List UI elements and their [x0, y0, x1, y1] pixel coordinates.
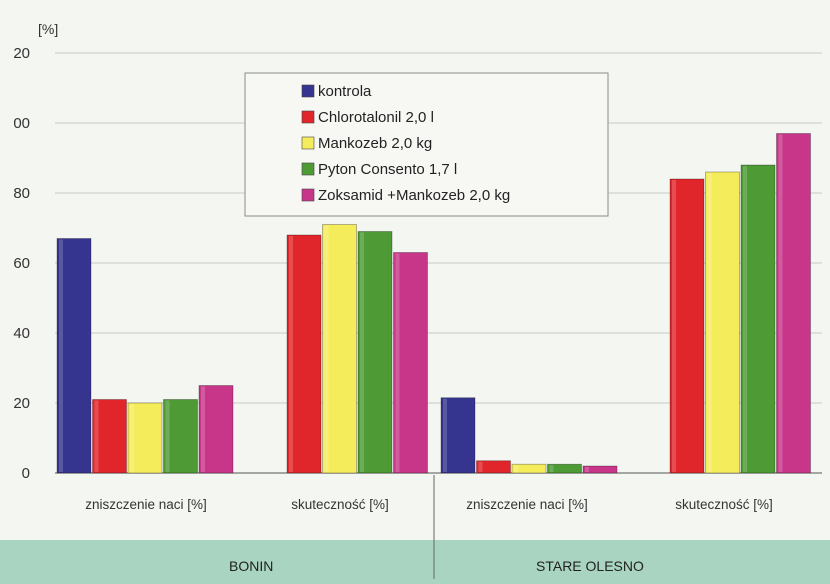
- bar-highlight: [201, 386, 205, 472]
- y-tick-label: 20: [13, 395, 30, 412]
- bar: [198, 385, 234, 474]
- legend-entry-label: Mankozeb 2,0 kg: [318, 135, 432, 152]
- bar-highlight: [707, 173, 712, 472]
- bar-highlight: [360, 232, 364, 472]
- y-tick-label: 80: [13, 185, 30, 202]
- bar-highlight: [743, 166, 747, 472]
- legend-swatch: [301, 136, 315, 150]
- bar-highlight: [130, 404, 134, 472]
- bar-highlight: [94, 400, 99, 472]
- bar: [56, 238, 92, 474]
- bar: [476, 460, 511, 474]
- bar: [92, 399, 127, 474]
- bar: [776, 133, 811, 474]
- bar: [357, 231, 393, 474]
- y-tick-label: 40: [13, 325, 30, 342]
- bar: [740, 164, 776, 474]
- bar-highlight: [585, 467, 589, 472]
- legend-entry-label: Chlorotalonil 2,0 l: [318, 109, 434, 126]
- bar-highlight: [59, 239, 63, 472]
- bar: [511, 463, 547, 474]
- y-tick-label: 60: [13, 255, 30, 272]
- bar: [163, 399, 198, 474]
- bar-highlight: [324, 225, 329, 472]
- bar-highlight: [478, 461, 483, 472]
- group-label-stare-olesno: STARE OLESNO: [536, 558, 644, 574]
- y-tick-label: 00: [13, 115, 30, 132]
- bar-highlight: [443, 398, 447, 472]
- bar-highlight: [672, 180, 676, 472]
- bar: [322, 224, 357, 474]
- bar: [393, 252, 428, 474]
- legend-entry-label: Zoksamid +Mankozeb 2,0 kg: [318, 187, 510, 204]
- bar: [547, 463, 582, 474]
- bar: [286, 234, 322, 474]
- y-axis-label: [%]: [38, 21, 58, 37]
- bar: [440, 397, 476, 474]
- bar: [705, 171, 740, 474]
- bar-highlight: [289, 236, 293, 472]
- x-tick-label: zniszczenie naci [%]: [466, 497, 588, 512]
- legend-swatch: [301, 162, 315, 176]
- bar-highlight: [778, 134, 783, 472]
- legend-entry-label: Pyton Consento 1,7 l: [318, 161, 457, 178]
- x-tick-label: skuteczność [%]: [291, 497, 389, 512]
- x-tick-label: zniszczenie naci [%]: [85, 497, 207, 512]
- bar-highlight: [514, 465, 518, 472]
- x-tick-label: skuteczność [%]: [675, 497, 773, 512]
- bar: [127, 402, 163, 474]
- bar-highlight: [549, 465, 554, 472]
- legend-swatch: [301, 84, 315, 98]
- bar: [582, 465, 618, 474]
- bar: [669, 178, 705, 474]
- bar-highlight: [165, 400, 170, 472]
- bar-highlight: [395, 253, 400, 472]
- legend-swatch: [301, 110, 315, 124]
- y-tick-label: 20: [13, 45, 30, 62]
- group-label-bonin: BONIN: [229, 558, 274, 574]
- y-tick-label: 0: [22, 465, 30, 482]
- legend-entry-label: kontrola: [318, 83, 372, 100]
- legend-swatch: [301, 188, 315, 202]
